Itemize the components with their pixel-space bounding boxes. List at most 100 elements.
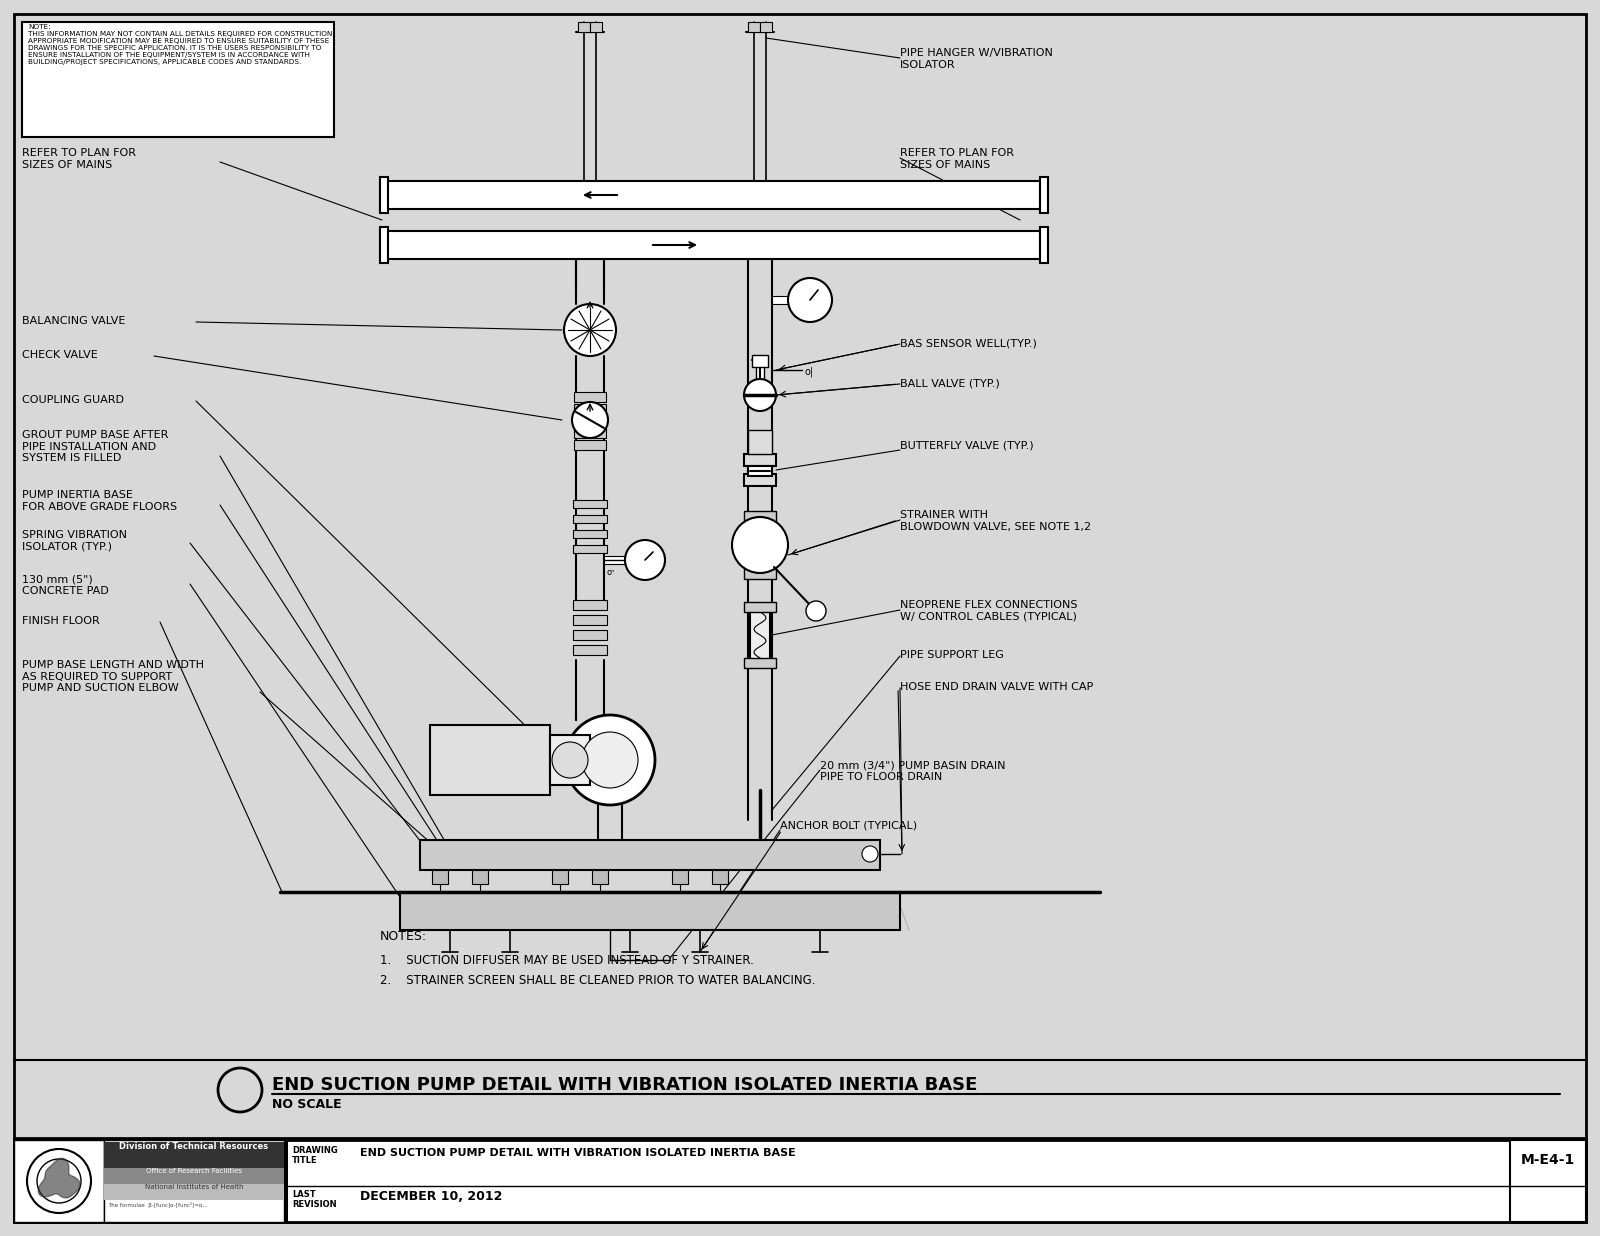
Bar	[400, 892, 901, 929]
Circle shape	[573, 402, 608, 438]
Text: BALL VALVE (TYP.): BALL VALVE (TYP.)	[901, 378, 1000, 388]
Bar	[573, 515, 606, 523]
Bar	[574, 392, 606, 402]
Circle shape	[806, 601, 826, 620]
Bar	[14, 1140, 1586, 1222]
Circle shape	[744, 379, 776, 412]
Bar	[571, 323, 610, 337]
Text: END SUCTION PUMP DETAIL WITH VIBRATION ISOLATED INERTIA BASE: END SUCTION PUMP DETAIL WITH VIBRATION I…	[360, 1148, 795, 1158]
Text: PIPE SUPPORT LEG: PIPE SUPPORT LEG	[901, 650, 1003, 660]
Text: PIPE HANGER W/VIBRATION
ISOLATOR: PIPE HANGER W/VIBRATION ISOLATOR	[901, 48, 1053, 69]
Text: CHECK VALVE: CHECK VALVE	[22, 350, 98, 360]
Bar	[672, 870, 688, 884]
Bar	[1510, 1140, 1586, 1222]
Text: HOSE END DRAIN VALVE WITH CAP: HOSE END DRAIN VALVE WITH CAP	[901, 682, 1093, 692]
Bar	[752, 355, 768, 367]
Text: The formulae  β-[func]α-[func²]=α...: The formulae β-[func]α-[func²]=α...	[109, 1201, 208, 1208]
Bar	[578, 22, 590, 32]
Text: NOTE:
THIS INFORMATION MAY NOT CONTAIN ALL DETAILS REQUIRED FOR CONSTRUCTION.
AP: NOTE: THIS INFORMATION MAY NOT CONTAIN A…	[29, 23, 334, 66]
Bar	[1040, 177, 1048, 213]
Bar	[760, 22, 773, 32]
Text: o|: o|	[805, 366, 813, 377]
Text: NOTES:: NOTES:	[381, 929, 427, 943]
Text: Division of Technical Resources: Division of Technical Resources	[120, 1142, 269, 1151]
Bar	[430, 726, 550, 795]
Text: REFER TO PLAN FOR
SIZES OF MAINS: REFER TO PLAN FOR SIZES OF MAINS	[901, 148, 1014, 169]
Text: GROUT PUMP BASE AFTER
PIPE INSTALLATION AND
SYSTEM IS FILLED: GROUT PUMP BASE AFTER PIPE INSTALLATION …	[22, 430, 168, 464]
Bar	[381, 177, 389, 213]
Bar	[574, 404, 606, 414]
Text: DECEMBER 10, 2012: DECEMBER 10, 2012	[360, 1190, 502, 1203]
Circle shape	[733, 517, 789, 574]
Text: 130 mm (5")
CONCRETE PAD: 130 mm (5") CONCRETE PAD	[22, 574, 109, 596]
Text: BAS SENSOR WELL(TYP.): BAS SENSOR WELL(TYP.)	[901, 337, 1037, 349]
Bar	[712, 870, 728, 884]
Bar	[749, 430, 773, 454]
Text: Office of Research Facilities: Office of Research Facilities	[146, 1168, 242, 1174]
Text: 2.    STRAINER SCREEN SHALL BE CLEANED PRIOR TO WATER BALANCING.: 2. STRAINER SCREEN SHALL BE CLEANED PRIO…	[381, 974, 816, 988]
Text: ANCHOR BOLT (TYPICAL): ANCHOR BOLT (TYPICAL)	[781, 819, 917, 831]
Text: END SUCTION PUMP DETAIL WITH VIBRATION ISOLATED INERTIA BASE: END SUCTION PUMP DETAIL WITH VIBRATION I…	[272, 1077, 978, 1094]
Bar	[749, 466, 773, 476]
Text: FINISH FLOOR: FINISH FLOOR	[22, 616, 99, 625]
Bar	[573, 599, 606, 611]
Text: BUTTERFLY VALVE (TYP.): BUTTERFLY VALVE (TYP.)	[901, 440, 1034, 450]
Circle shape	[862, 845, 878, 861]
Bar	[573, 630, 606, 640]
Text: M-E4-1: M-E4-1	[1522, 1153, 1574, 1167]
Bar	[381, 180, 1040, 209]
Bar	[573, 645, 606, 655]
Text: BALANCING VALVE: BALANCING VALVE	[22, 316, 125, 326]
Bar	[104, 1140, 285, 1222]
Text: STRAINER WITH
BLOWDOWN VALVE, SEE NOTE 1,2: STRAINER WITH BLOWDOWN VALVE, SEE NOTE 1…	[901, 510, 1091, 531]
Bar	[757, 360, 765, 391]
Bar	[744, 658, 776, 667]
Text: SPRING VIBRATION
ISOLATOR (TYP.): SPRING VIBRATION ISOLATOR (TYP.)	[22, 530, 126, 551]
Circle shape	[37, 1159, 82, 1203]
Bar	[381, 227, 389, 263]
Text: PUMP BASE LENGTH AND WIDTH
AS REQUIRED TO SUPPORT
PUMP AND SUCTION ELBOW: PUMP BASE LENGTH AND WIDTH AS REQUIRED T…	[22, 660, 205, 693]
Text: DRAWING
TITLE: DRAWING TITLE	[293, 1146, 338, 1166]
Text: NO SCALE: NO SCALE	[272, 1098, 342, 1111]
Bar	[573, 530, 606, 538]
Circle shape	[565, 304, 616, 356]
Bar	[574, 440, 606, 450]
Bar	[744, 602, 776, 612]
Bar	[104, 1142, 285, 1168]
Bar	[744, 473, 776, 486]
Bar	[573, 501, 606, 508]
Bar	[573, 545, 606, 552]
Bar	[285, 1140, 288, 1222]
Polygon shape	[38, 1158, 80, 1198]
Text: NEOPRENE FLEX CONNECTIONS
W/ CONTROL CABLES (TYPICAL): NEOPRENE FLEX CONNECTIONS W/ CONTROL CAB…	[901, 599, 1077, 622]
Bar	[22, 22, 334, 137]
Circle shape	[552, 742, 589, 777]
Bar	[744, 510, 776, 523]
Circle shape	[565, 714, 654, 805]
Bar	[104, 1168, 285, 1184]
Circle shape	[626, 540, 666, 580]
Bar	[590, 22, 602, 32]
Text: 20 mm (3/4") PUMP BASIN DRAIN
PIPE TO FLOOR DRAIN: 20 mm (3/4") PUMP BASIN DRAIN PIPE TO FL…	[821, 760, 1005, 781]
Bar	[573, 616, 606, 625]
Text: COUPLING GUARD: COUPLING GUARD	[22, 396, 125, 405]
Bar	[750, 611, 770, 660]
Bar	[472, 870, 488, 884]
Bar	[104, 1184, 285, 1200]
Bar	[744, 567, 776, 578]
Bar	[432, 870, 448, 884]
Bar	[592, 870, 608, 884]
Circle shape	[582, 732, 638, 789]
Bar	[14, 1140, 104, 1222]
Bar	[381, 231, 1040, 260]
Bar	[574, 428, 606, 438]
Bar	[550, 735, 590, 785]
Bar	[574, 417, 606, 426]
Bar	[773, 295, 800, 304]
Bar	[552, 870, 568, 884]
Bar	[749, 22, 760, 32]
Bar	[744, 454, 776, 466]
Circle shape	[787, 278, 832, 323]
Circle shape	[218, 1068, 262, 1112]
Bar	[421, 840, 880, 870]
